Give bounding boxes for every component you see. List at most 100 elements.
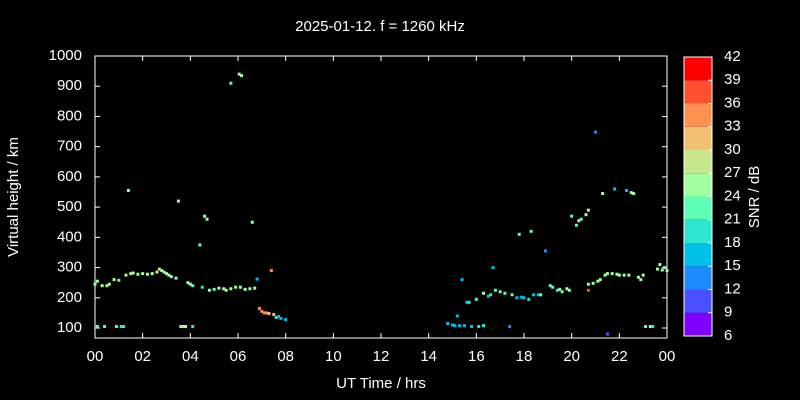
echo-point [570, 214, 574, 218]
echo-point [446, 321, 450, 325]
echo-point [265, 311, 269, 315]
echo-point [95, 279, 99, 283]
echo-point [491, 266, 495, 270]
echo-point [624, 189, 628, 193]
echo-point [613, 187, 617, 191]
y-tick-label: 400 [57, 228, 82, 245]
echo-point [229, 287, 233, 291]
echo-point [198, 243, 202, 247]
echo-point [481, 291, 485, 295]
echo-point [207, 288, 211, 292]
echo-point [114, 325, 118, 329]
echo-point [651, 325, 655, 329]
echo-point [212, 287, 216, 291]
echo-point [596, 279, 600, 283]
echo-point [107, 282, 111, 286]
echo-point [539, 293, 543, 297]
echo-point [663, 266, 667, 270]
echo-point [655, 267, 659, 271]
echo-point [598, 278, 602, 282]
echo-point [93, 282, 97, 286]
echo-point [586, 288, 590, 292]
colorbar-band [684, 219, 712, 243]
echo-point [112, 278, 116, 282]
echo-point [205, 217, 209, 221]
echo-point [508, 325, 512, 329]
echo-point [591, 281, 595, 285]
colorbar-tick-label: 27 [724, 164, 741, 181]
x-tick-label: 08 [277, 348, 294, 365]
echo-point [224, 288, 228, 292]
colorbar-tick-label: 30 [724, 141, 741, 158]
echo-point [641, 273, 645, 277]
colorbar-band [684, 126, 712, 150]
echo-point [150, 272, 154, 276]
echo-point [470, 325, 474, 329]
colorbar-label: SNR / dB [746, 166, 763, 229]
echo-point [165, 272, 168, 276]
echo-point [217, 286, 221, 290]
x-tick-label: 04 [182, 348, 199, 365]
colorbar-band [684, 289, 712, 313]
echo-point [179, 325, 183, 329]
echo-point [629, 191, 633, 195]
echo-point [529, 229, 533, 233]
echo-point [136, 272, 140, 276]
echo-point [610, 272, 614, 276]
echo-point [234, 285, 238, 289]
chart-title: 2025-01-12. f = 1260 kHz [295, 18, 465, 35]
colorbar-tick-label: 9 [724, 304, 732, 321]
echo-point [181, 325, 185, 329]
echo-point [486, 294, 490, 298]
echo-point [465, 300, 469, 304]
echo-point [103, 325, 107, 329]
echo-point [95, 325, 99, 329]
colorbar-tick-label: 18 [724, 234, 741, 251]
echo-point [243, 287, 247, 291]
colorbar-tick-label: 39 [724, 71, 741, 88]
x-tick-label: 12 [373, 348, 390, 365]
x-tick-label: 22 [611, 348, 628, 365]
echo-point [467, 300, 471, 304]
echo-point [560, 290, 564, 294]
echo-point [603, 273, 607, 277]
echo-point [660, 268, 664, 272]
colorbar-band [684, 266, 712, 290]
y-tick-label: 700 [57, 138, 82, 155]
y-tick-label: 1000 [49, 47, 82, 64]
echo-point [174, 276, 178, 280]
echo-point [279, 316, 283, 320]
echo-point [131, 271, 135, 275]
echo-point [458, 324, 462, 328]
colorbar-band [684, 312, 712, 336]
colorbar-band [684, 173, 712, 197]
echo-point [141, 272, 145, 276]
echo-point [176, 199, 180, 203]
echo-point [627, 273, 631, 277]
echo-point [272, 312, 276, 316]
echo-point [481, 324, 485, 328]
echo-point [169, 275, 173, 279]
y-tick-label: 200 [57, 289, 82, 306]
plot-frame [94, 55, 668, 339]
y-tick-label: 500 [57, 198, 82, 215]
y-axis-label: Virtual height / km [5, 137, 22, 257]
colorbar-band [684, 57, 712, 81]
echo-point [157, 267, 161, 271]
echo-point [105, 284, 109, 288]
echo-point [200, 285, 204, 289]
echo-point [489, 293, 493, 297]
echo-point [594, 130, 597, 134]
echo-point [126, 189, 130, 193]
echo-point [453, 324, 457, 328]
echo-point [184, 325, 188, 329]
echo-point [274, 315, 278, 319]
echo-point [191, 325, 195, 329]
echo-point [240, 74, 244, 78]
x-tick-label: 10 [325, 348, 342, 365]
x-tick-label: 00 [659, 348, 676, 365]
echo-point [117, 278, 121, 282]
echo-point [639, 278, 643, 282]
echo-point [160, 269, 164, 273]
